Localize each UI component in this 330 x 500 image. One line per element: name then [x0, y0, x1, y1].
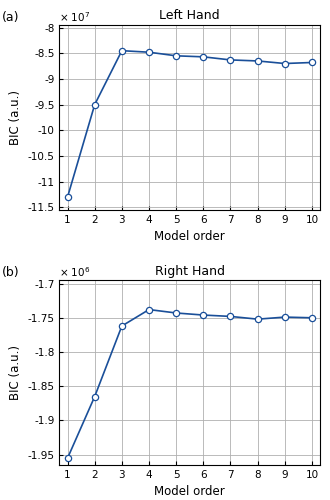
- Text: (a): (a): [2, 11, 19, 24]
- X-axis label: Model order: Model order: [154, 486, 225, 498]
- Title: Right Hand: Right Hand: [155, 264, 225, 278]
- Title: Left Hand: Left Hand: [159, 10, 220, 22]
- Y-axis label: BIC (a.u.): BIC (a.u.): [9, 345, 22, 400]
- X-axis label: Model order: Model order: [154, 230, 225, 243]
- Text: (b): (b): [2, 266, 20, 279]
- Text: × 10$^{6}$: × 10$^{6}$: [59, 266, 91, 279]
- Y-axis label: BIC (a.u.): BIC (a.u.): [9, 90, 22, 145]
- Text: × 10$^{7}$: × 10$^{7}$: [59, 10, 91, 24]
